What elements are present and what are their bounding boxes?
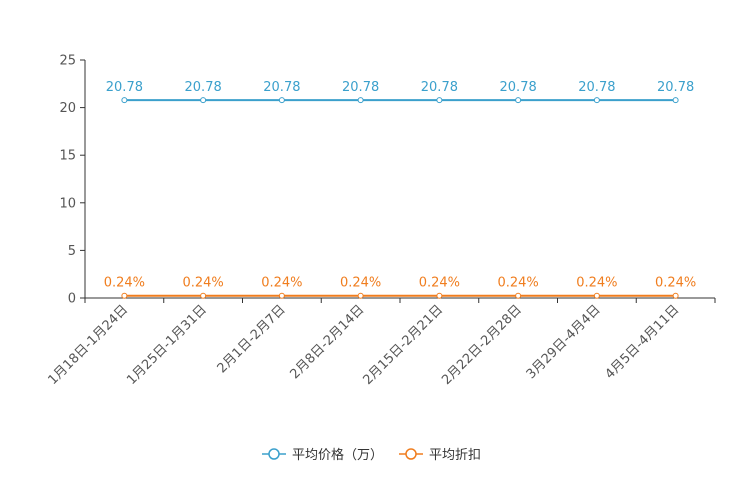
x-tick-label: 2月22日-2月28日 bbox=[439, 302, 525, 388]
data-label: 0.24% bbox=[340, 276, 381, 291]
y-tick-label: 20 bbox=[59, 101, 76, 116]
data-point[interactable] bbox=[515, 292, 522, 299]
data-label: 20.78 bbox=[342, 80, 379, 95]
y-tick-label: 10 bbox=[59, 196, 76, 211]
data-label: 20.78 bbox=[263, 80, 300, 95]
y-tick-label: 0 bbox=[68, 292, 76, 307]
data-point[interactable] bbox=[357, 292, 364, 299]
legend-label[interactable]: 平均价格（万） bbox=[292, 447, 383, 463]
data-label: 0.24% bbox=[261, 276, 302, 291]
data-point[interactable] bbox=[121, 97, 128, 104]
x-tick-label: 2月1日-2月7日 bbox=[215, 302, 289, 376]
data-point[interactable] bbox=[672, 97, 679, 104]
legend-label[interactable]: 平均折扣 bbox=[429, 448, 481, 463]
data-point[interactable] bbox=[200, 292, 207, 299]
data-point[interactable] bbox=[436, 292, 443, 299]
data-label: 0.24% bbox=[104, 276, 145, 291]
legend-marker[interactable] bbox=[405, 448, 417, 460]
data-label: 20.78 bbox=[578, 80, 615, 95]
data-label: 20.78 bbox=[106, 80, 143, 95]
data-label: 0.24% bbox=[497, 276, 538, 291]
x-tick-label: 1月25日-1月31日 bbox=[124, 302, 210, 388]
x-tick-label: 1月18日-1月24日 bbox=[45, 302, 131, 388]
data-label: 0.24% bbox=[655, 276, 696, 291]
y-tick-label: 5 bbox=[68, 244, 76, 259]
data-label: 20.78 bbox=[421, 80, 458, 95]
data-label: 20.78 bbox=[500, 80, 537, 95]
legend-marker[interactable] bbox=[268, 448, 280, 460]
data-point[interactable] bbox=[593, 97, 600, 104]
x-tick-label: 4月5日-4月11日 bbox=[603, 302, 683, 382]
data-point[interactable] bbox=[593, 292, 600, 299]
data-label: 0.24% bbox=[576, 276, 617, 291]
x-tick-label: 2月8日-2月14日 bbox=[288, 302, 368, 382]
data-point[interactable] bbox=[436, 97, 443, 104]
data-point[interactable] bbox=[278, 97, 285, 104]
data-point[interactable] bbox=[672, 292, 679, 299]
data-point[interactable] bbox=[121, 292, 128, 299]
data-label: 0.24% bbox=[182, 276, 223, 291]
data-point[interactable] bbox=[515, 97, 522, 104]
data-point[interactable] bbox=[200, 97, 207, 104]
y-tick-label: 25 bbox=[59, 54, 76, 69]
data-label: 20.78 bbox=[185, 80, 222, 95]
x-tick-label: 3月29日-4月4日 bbox=[524, 302, 604, 382]
data-point[interactable] bbox=[357, 97, 364, 104]
data-label: 0.24% bbox=[419, 276, 460, 291]
data-label: 20.78 bbox=[657, 80, 694, 95]
y-tick-label: 15 bbox=[59, 149, 76, 164]
data-point[interactable] bbox=[278, 292, 285, 299]
x-tick-label: 2月15日-2月21日 bbox=[360, 302, 446, 388]
